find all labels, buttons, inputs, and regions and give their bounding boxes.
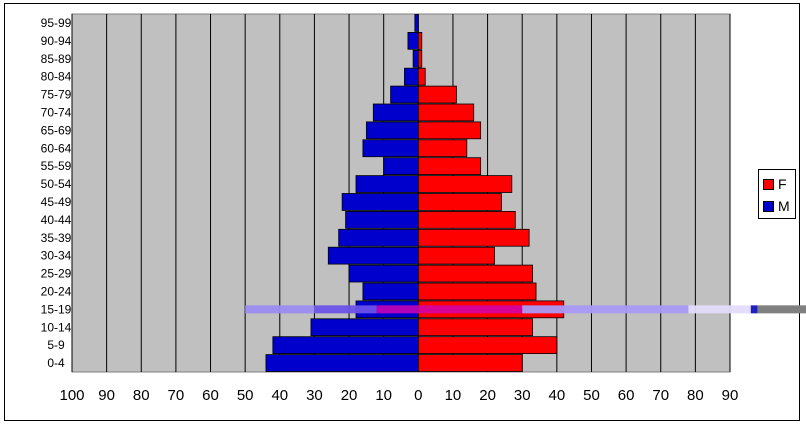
bar-m-20-24 [362, 282, 419, 301]
bar-f-35-39 [417, 228, 530, 247]
x-tick-label: 70 [652, 387, 669, 404]
category-label: 45-49 [41, 195, 72, 209]
glitch-segment [750, 305, 758, 314]
category-label: 0-4 [47, 356, 65, 370]
bar-m-30-34 [327, 246, 419, 265]
x-tick-label: 10 [445, 387, 462, 404]
bar-f-90-94 [417, 32, 423, 50]
x-tick-label: 30 [306, 387, 323, 404]
category-label: 15-19 [41, 302, 72, 316]
x-tick-label: 80 [687, 387, 704, 404]
category-label: 85-89 [41, 52, 72, 66]
bar-m-60-64 [362, 139, 419, 158]
glitch-segment [522, 305, 689, 314]
category-label: 90-94 [41, 34, 72, 48]
bar-m-90-94 [407, 32, 419, 50]
x-tick-label: 40 [271, 387, 288, 404]
bar-m-55-59 [383, 157, 419, 175]
category-label: 65-69 [41, 123, 72, 137]
bar-m-35-39 [338, 228, 419, 247]
bar-f-20-24 [417, 282, 537, 301]
bar-f-45-49 [417, 193, 502, 211]
legend: F M [758, 169, 796, 219]
bar-f-80-84 [417, 67, 426, 86]
category-label: 50-54 [41, 177, 72, 191]
glitch-segment [688, 305, 751, 314]
x-tick-label: 50 [583, 387, 600, 404]
bar-f-60-64 [417, 139, 468, 158]
x-tick-label: 20 [479, 387, 496, 404]
legend-swatch-f [763, 178, 774, 190]
category-label: 40-44 [41, 213, 72, 227]
bar-f-50-54 [417, 175, 513, 193]
category-label: 95-99 [41, 16, 72, 30]
category-label: 10-14 [41, 320, 72, 334]
plot-area [71, 13, 731, 373]
legend-item-m: M [763, 198, 790, 214]
rendering-artifact-strip [245, 305, 806, 314]
glitch-segment [245, 305, 315, 314]
bar-m-70-74 [372, 103, 419, 122]
category-label: 5-9 [47, 338, 65, 352]
bar-m-80-84 [404, 67, 419, 86]
bar-f-25-29 [417, 264, 534, 283]
bar-m-50-54 [355, 175, 419, 193]
bar-m-10-14 [310, 318, 419, 337]
category-label: 80-84 [41, 70, 72, 84]
bar-f-70-74 [417, 103, 475, 122]
category-label: 30-34 [41, 249, 72, 263]
x-tick-label: 10 [375, 387, 392, 404]
category-label: 20-24 [41, 284, 72, 298]
category-label: 25-29 [41, 267, 72, 281]
bar-f-0-4 [417, 354, 523, 372]
glitch-segment [314, 305, 377, 314]
glitch-segment [757, 305, 806, 314]
x-tick-label: 90 [98, 387, 115, 404]
bar-f-75-79 [417, 85, 457, 104]
legend-item-f: F [763, 176, 787, 192]
bar-f-5-9 [417, 336, 558, 355]
x-tick-label: 40 [548, 387, 565, 404]
x-tick-label: 0 [414, 387, 422, 404]
category-label: 75-79 [41, 88, 72, 102]
x-tick-label: 90 [722, 387, 739, 404]
bar-m-75-79 [390, 85, 419, 104]
legend-label-m: M [778, 198, 790, 214]
bar-m-40-44 [345, 210, 419, 229]
legend-label-f: F [778, 176, 787, 192]
category-label: 55-59 [41, 159, 72, 173]
x-tick-label: 50 [237, 387, 254, 404]
x-tick-label: 30 [514, 387, 531, 404]
x-tick-label: 100 [59, 387, 84, 404]
x-tick-label: 70 [168, 387, 185, 404]
x-tick-label: 60 [618, 387, 635, 404]
bars [265, 14, 565, 372]
bar-f-55-59 [417, 157, 482, 175]
x-tick-label: 60 [202, 387, 219, 404]
category-label: 60-64 [41, 141, 72, 155]
legend-swatch-m [763, 200, 774, 212]
bar-m-45-49 [341, 193, 419, 211]
x-tick-labels: 100 90 80 70 60 50 40 30 20 10 0 10 20 30 40 50 60 70 80 90 [59, 387, 738, 404]
bar-m-5-9 [272, 336, 419, 355]
bar-f-85-89 [417, 49, 423, 68]
category-labels: 0-4 5-9 10-14 15-19 20-24 25-29 30-34 35-39 40-4… [41, 16, 72, 370]
bar-f-10-14 [417, 318, 534, 337]
bar-m-0-4 [265, 354, 419, 372]
x-tick-label: 20 [341, 387, 358, 404]
bar-f-40-44 [417, 210, 516, 229]
bar-f-30-34 [417, 246, 495, 265]
glitch-segment [376, 305, 523, 314]
x-tick-label: 80 [133, 387, 150, 404]
category-label: 70-74 [41, 105, 72, 119]
bar-m-95-99 [414, 14, 419, 32]
bar-f-65-69 [417, 121, 482, 140]
bar-m-25-29 [348, 264, 419, 283]
bar-m-85-89 [412, 49, 419, 68]
bar-m-65-69 [365, 121, 419, 140]
category-label: 35-39 [41, 231, 72, 245]
